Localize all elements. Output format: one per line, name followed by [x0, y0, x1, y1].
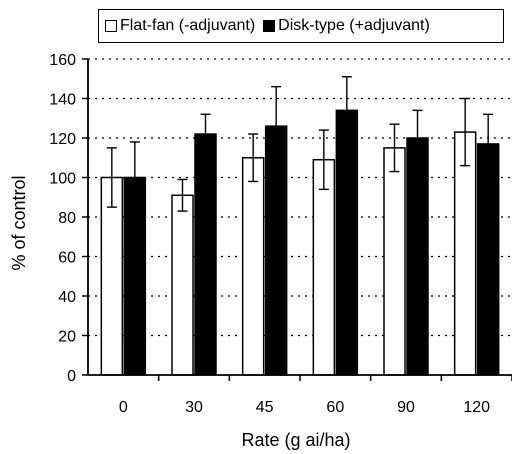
legend-label-flat-fan: Flat-fan (-adjuvant): [120, 17, 256, 34]
y-tick-label: 40: [58, 289, 76, 306]
legend: Flat-fan (-adjuvant) Disk-type (+adjuvan…: [98, 9, 504, 43]
bar-disk-type: [335, 109, 359, 376]
error-bars: [106, 76, 494, 212]
x-axis-label: Rate (g ai/ha): [241, 430, 350, 450]
bar-disk-type: [264, 125, 288, 376]
legend-swatch-open-icon: [105, 20, 117, 32]
x-tick-label: 0: [119, 399, 128, 416]
y-tick-label: 120: [49, 131, 76, 148]
bar-disk-type: [194, 133, 217, 376]
y-axis-label: % of control: [9, 175, 29, 270]
x-tick-label: 120: [463, 399, 490, 416]
bar-flat-fan: [312, 158, 336, 376]
x-tick-label: 60: [326, 399, 344, 416]
bar-disk-type: [476, 143, 500, 376]
x-tick-label: 45: [256, 399, 274, 416]
y-tick-label: 100: [49, 171, 76, 188]
legend-entry-flat-fan: Flat-fan (-adjuvant): [105, 17, 255, 35]
bar-flat-fan: [383, 147, 406, 376]
y-tick-label: 140: [49, 92, 76, 109]
legend-entry-disk-type: Disk-type (+adjuvant): [263, 17, 430, 35]
bar-flat-fan: [241, 157, 265, 376]
y-tick-label: 60: [58, 250, 76, 267]
bar-disk-type: [406, 137, 429, 376]
legend-label-disk-type: Disk-type (+adjuvant): [278, 17, 430, 34]
x-tick-label: 30: [185, 399, 203, 416]
axes: [82, 58, 512, 381]
bar-disk-type: [123, 176, 147, 376]
bars: [100, 109, 500, 376]
legend-swatch-solid-icon: [263, 20, 276, 32]
y-tick-label: 80: [58, 210, 76, 227]
gridlines: [88, 58, 512, 337]
y-tick-label: 0: [67, 368, 76, 385]
tick-labels: 0 20 40 60 80 100 120 140 160 0 30 45 60 90 120: [49, 52, 490, 416]
y-tick-label: 20: [58, 329, 76, 346]
bar-flat-fan: [453, 131, 477, 376]
y-tick-label: 160: [49, 52, 76, 69]
bar-flat-fan: [171, 194, 194, 376]
x-tick-label: 90: [397, 399, 415, 416]
